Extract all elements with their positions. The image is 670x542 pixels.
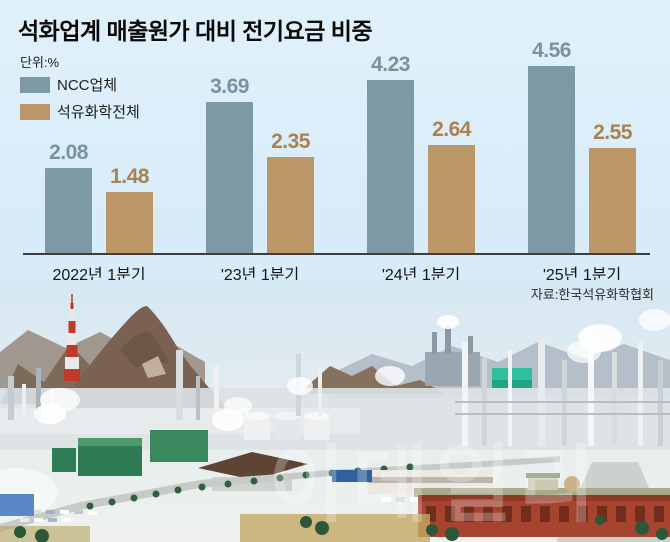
x-axis-label: '23년 1분기 (220, 267, 300, 284)
bar-value-label: 1.48 (110, 165, 149, 188)
bar-value-label: 2.64 (432, 118, 471, 141)
bar (45, 168, 92, 253)
bar-value-label: 3.69 (210, 75, 249, 98)
bar-column: 3.69 (206, 75, 253, 253)
road-diagonal (0, 456, 560, 532)
bar (589, 148, 636, 253)
bar (267, 157, 314, 253)
bar-column: 2.64 (428, 118, 475, 253)
bar-column: 4.56 (528, 39, 575, 253)
x-axis-labels: 2022년 1분기 '23년 1분기 '24년 1분기 '25년 1분기 (23, 261, 650, 285)
bar (367, 80, 414, 253)
bar-column: 2.35 (267, 130, 314, 253)
bar-group: 3.69 2.35 (206, 75, 314, 253)
blue-building (0, 494, 34, 516)
bar-column: 1.48 (106, 165, 153, 253)
green-buildings (52, 430, 208, 476)
legend-item: NCC업체 (20, 74, 140, 95)
towers-right (455, 330, 670, 446)
radio-tower (64, 294, 80, 381)
ridge-mid (298, 366, 446, 394)
bar (106, 192, 153, 253)
distant-plant (425, 315, 480, 386)
unit-label: 단위:% (20, 55, 60, 70)
brick-building (414, 473, 670, 537)
legend-item: 석유화학전체 (20, 101, 140, 122)
chart-title: 석화업계 매출원가 대비 전기요금 비중 (18, 18, 373, 44)
bar (428, 145, 475, 253)
bar-value-label: 4.56 (532, 39, 571, 62)
bar-value-label: 2.55 (593, 121, 632, 144)
legend-swatch-icon (20, 76, 50, 93)
bar-group: 2.08 1.48 (45, 141, 153, 253)
bottom-trees (14, 515, 668, 542)
bar-value-label: 2.08 (49, 141, 88, 164)
bar-plot: 2.08 1.48 3.69 2.35 4.23 2.64 4.56 2.55 (23, 39, 650, 255)
photo-industrial-complex: 이데일리 (0, 280, 670, 542)
bar (206, 102, 253, 253)
bar (528, 66, 575, 253)
blue-roof (332, 470, 372, 482)
bar-value-label: 4.23 (371, 53, 410, 76)
bar-value-label: 2.35 (271, 130, 310, 153)
watermark-text: 이데일리 (268, 438, 601, 532)
bar-group: 4.56 2.55 (528, 39, 636, 253)
x-axis-label: 2022년 1분기 (52, 267, 146, 284)
hill-scree (142, 356, 166, 378)
x-axis-label: '25년 1분기 (542, 267, 622, 284)
legend-label: NCC업체 (57, 77, 118, 94)
x-axis-label: '24년 1분기 (381, 267, 461, 284)
legend-label: 석유화학전체 (57, 104, 140, 121)
legend-swatch-icon (20, 103, 50, 120)
bar-column: 2.08 (45, 141, 92, 253)
bar-column: 2.55 (589, 121, 636, 253)
bar-column: 4.23 (367, 53, 414, 253)
source-label: 자료:한국석유화학협회 (530, 287, 654, 302)
bar-group: 4.23 2.64 (367, 53, 475, 253)
grass (240, 514, 430, 542)
